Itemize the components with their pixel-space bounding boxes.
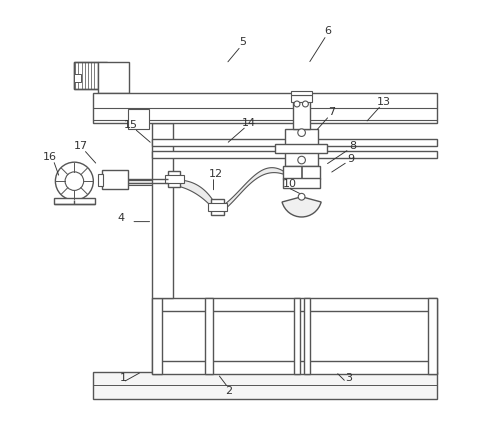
Text: 9: 9 [347,154,354,164]
Bar [152,140,437,146]
Circle shape [298,156,305,164]
Bar [205,298,213,374]
Bar [291,91,312,95]
Bar [98,174,103,186]
Text: 15: 15 [124,120,139,130]
Text: 10: 10 [282,179,296,189]
Text: 6: 6 [324,26,331,36]
Text: 3: 3 [345,373,352,383]
Bar [285,129,318,166]
Bar [275,144,328,153]
Text: 14: 14 [242,118,257,128]
Circle shape [302,101,308,107]
Bar [152,298,437,374]
Bar [98,62,129,93]
Bar [293,101,311,129]
Bar [128,109,149,129]
Bar [294,298,300,374]
Text: 2: 2 [225,386,232,396]
Text: 17: 17 [73,141,88,151]
Bar [283,166,320,179]
Bar [73,62,98,89]
Text: 12: 12 [208,168,223,179]
Text: 16: 16 [43,152,57,162]
Bar [168,171,180,187]
Bar [291,95,312,102]
Bar [211,199,224,215]
Text: 1: 1 [120,373,126,383]
Wedge shape [282,197,321,217]
Bar [152,151,437,157]
Bar [93,93,437,123]
Text: 7: 7 [328,107,335,118]
Circle shape [298,129,305,137]
Circle shape [55,162,93,200]
Bar [304,298,311,374]
Text: 5: 5 [240,37,246,47]
Text: 8: 8 [349,141,356,151]
Bar [73,62,107,89]
Bar [283,178,320,188]
Text: 4: 4 [117,213,124,223]
Polygon shape [174,180,218,214]
Bar [73,74,81,82]
Text: 13: 13 [377,97,391,107]
Bar [102,170,128,189]
Polygon shape [218,168,283,214]
Bar [54,198,95,204]
Bar [165,175,184,183]
Bar [428,298,437,374]
Bar [152,298,162,374]
Polygon shape [128,180,174,185]
Bar [152,123,173,298]
Bar [208,203,227,211]
Circle shape [294,101,300,107]
Circle shape [298,193,305,200]
Circle shape [65,172,84,190]
Bar [93,372,437,399]
